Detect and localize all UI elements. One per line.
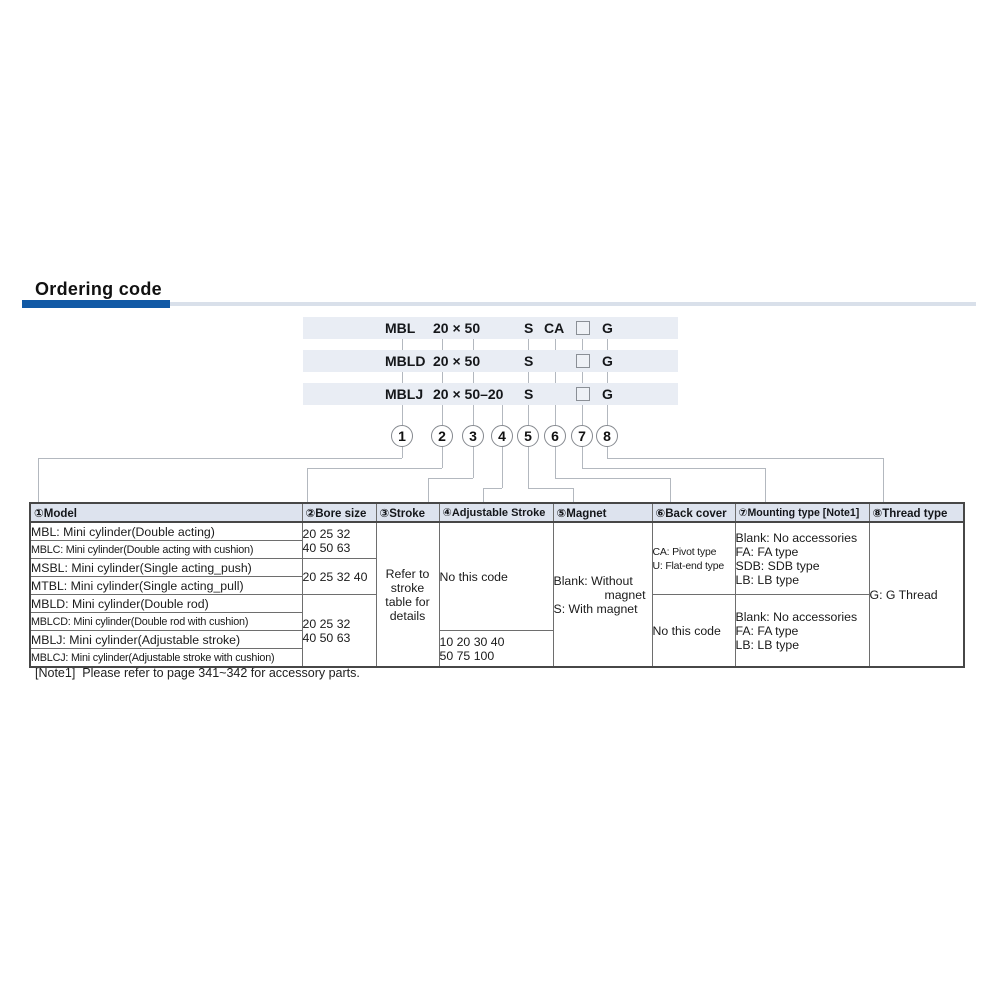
callout-circle-5: 5 <box>517 425 539 447</box>
code-size-text: 20 × 50–20 <box>433 386 504 402</box>
model-cell: MSBL: Mini cylinder(Single acting_push) <box>29 558 303 577</box>
callout-circle-8: 8 <box>596 425 618 447</box>
bore-size-cell: 20 25 32 40 <box>301 558 377 595</box>
callout-circle-2: 2 <box>431 425 453 447</box>
mounting-type-cell: Blank: No accessories FA: FA type LB: LB… <box>734 594 870 668</box>
callout-circle-7: 7 <box>571 425 593 447</box>
code-size-text: 20 × 50 <box>433 353 481 369</box>
callout-circle-4: 4 <box>491 425 513 447</box>
back-cover-cell: CA: Pivot type U: Flat-end type <box>651 521 736 595</box>
column-header-adjustable: ④Adjustable Stroke <box>438 502 554 523</box>
code-model-text: MBL <box>385 320 416 336</box>
code-thread-text: G <box>602 320 613 336</box>
adjustable-stroke-cell: 10 20 30 40 50 75 100 <box>438 630 554 668</box>
connector-line <box>307 468 442 469</box>
magnet-option-blank-wrap: magnet <box>604 587 646 602</box>
model-cell: MTBL: Mini cylinder(Single acting_pull) <box>29 576 303 595</box>
column-header-stroke: ③Stroke <box>375 502 440 523</box>
model-cell: MBLCJ: Mini cylinder(Adjustable stroke w… <box>29 648 303 668</box>
column-header-backcover: ⑥Back cover <box>651 502 736 523</box>
connector-line <box>528 339 529 488</box>
bore-size-cell: 20 25 32 40 50 63 <box>301 521 377 559</box>
connector-line <box>473 339 474 478</box>
connector-line <box>555 339 556 478</box>
code-thread-text: G <box>602 386 613 402</box>
connector-line <box>428 478 473 479</box>
column-header-thread: ⑧Thread type <box>868 502 965 523</box>
connector-line <box>555 478 670 479</box>
model-cell: MBLD: Mini cylinder(Double rod) <box>29 594 303 613</box>
code-magnet-text: S <box>524 353 534 369</box>
mounting-placeholder-box <box>576 321 590 335</box>
code-backcover-text: CA <box>544 320 565 336</box>
connector-line <box>765 468 766 502</box>
title-underline-accent <box>22 300 170 308</box>
connector-line <box>573 488 574 502</box>
code-thread-text: G <box>602 353 613 369</box>
table-row: MSBL: Mini cylinder(Single acting_push) … <box>29 558 964 595</box>
connector-line <box>670 478 671 502</box>
code-magnet-text: S <box>524 386 534 402</box>
bore-size-cell: 20 25 32 40 50 63 <box>301 594 377 668</box>
table-row: MBLCJ: Mini cylinder(Adjustable stroke w… <box>29 648 964 668</box>
mounting-type-cell: Blank: No accessories FA: FA type SDB: S… <box>734 521 870 595</box>
magnet-cell: Blank: Without magnet S: With magnet <box>552 521 653 668</box>
column-header-magnet: ⑤Magnet <box>552 502 653 523</box>
connector-line <box>483 488 484 502</box>
model-cell: MBLCD: Mini cylinder(Double rod with cus… <box>29 612 303 631</box>
model-cell: MBLC: Mini cylinder(Double acting with c… <box>29 540 303 559</box>
connector-line <box>307 468 308 502</box>
footnote: [Note1] Please refer to page 341~342 for… <box>35 666 360 680</box>
magnet-option-s: S: With magnet <box>553 601 638 616</box>
table-row: MBLJ: Mini cylinder(Adjustable stroke) 1… <box>29 630 964 668</box>
ordering-table: ①Model ②Bore size ③Stroke ④Adjustable St… <box>29 502 965 668</box>
connector-line <box>883 458 884 502</box>
stroke-cell: Refer to stroke table for details <box>375 521 440 668</box>
table-row: MBLD: Mini cylinder(Double rod) 20 25 32… <box>29 594 964 668</box>
connector-line <box>38 458 39 502</box>
code-model-text: MBLD <box>385 353 426 369</box>
adjustable-stroke-cell: No this code <box>438 521 554 631</box>
column-header-bore: ②Bore size <box>301 502 377 523</box>
mounting-placeholder-box <box>576 354 590 368</box>
connector-line <box>528 488 573 489</box>
table-row: MBL: Mini cylinder(Double acting) 20 25 … <box>29 521 965 668</box>
callout-circle-3: 3 <box>462 425 484 447</box>
table-header-row: ①Model ②Bore size ③Stroke ④Adjustable St… <box>29 502 965 523</box>
callout-circle-6: 6 <box>544 425 566 447</box>
connector-line <box>38 458 402 459</box>
connector-line <box>582 468 765 469</box>
code-row-band <box>303 350 678 372</box>
magnet-option-blank: Blank: Without <box>553 573 633 588</box>
connector-line <box>428 478 429 502</box>
model-cell: MBL: Mini cylinder(Double acting) <box>29 521 303 541</box>
page-title: Ordering code <box>35 279 162 299</box>
callout-circle-1: 1 <box>391 425 413 447</box>
code-size-text: 20 × 50 <box>433 320 481 336</box>
code-row-band <box>303 317 678 339</box>
model-cell: MBLJ: Mini cylinder(Adjustable stroke) <box>29 630 303 649</box>
connector-line <box>483 488 502 489</box>
table-row: MBLCD: Mini cylinder(Double rod with cus… <box>29 612 964 631</box>
title-underline-light <box>170 302 976 306</box>
mounting-placeholder-box <box>576 387 590 401</box>
code-magnet-text: S <box>524 320 534 336</box>
thread-type-cell: G: G Thread <box>868 521 965 668</box>
column-header-mounting: ⑦Mounting type [Note1] <box>734 502 870 523</box>
code-model-text: MBLJ <box>385 386 424 402</box>
column-header-model: ①Model <box>29 502 303 523</box>
connector-line <box>607 458 883 459</box>
back-cover-cell: No this code <box>651 594 736 668</box>
